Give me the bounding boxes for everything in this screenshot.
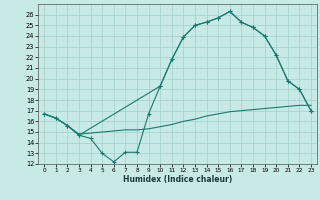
X-axis label: Humidex (Indice chaleur): Humidex (Indice chaleur) [123, 175, 232, 184]
